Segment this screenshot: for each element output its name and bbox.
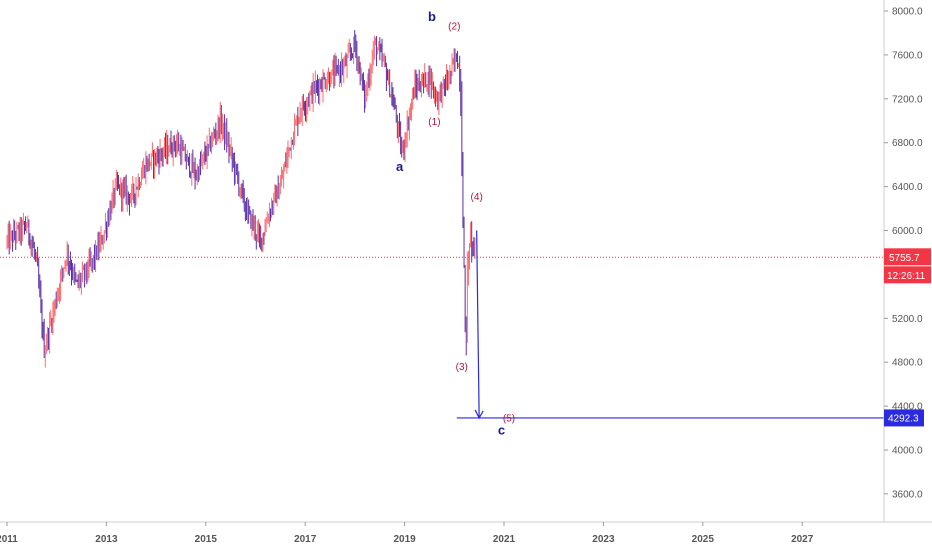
price-tick-label: 4400.0 [892, 402, 923, 413]
price-tick-label: 5200.0 [892, 314, 923, 325]
price-tick-label: 3600.0 [892, 489, 923, 500]
countdown-tag [884, 266, 931, 284]
time-tick-label: 2011 [0, 534, 18, 545]
target-price-tag [884, 409, 924, 427]
overlay-lines [0, 230, 884, 420]
time-tick-label: 2019 [393, 534, 416, 545]
price-tick-label: 6000.0 [892, 226, 923, 237]
wave-label: (4) [471, 192, 483, 203]
price-tick-label: 7200.0 [892, 94, 923, 105]
countdown-value: 12:26:11 [887, 271, 926, 282]
time-axis[interactable]: 2011 2013 2015 2017 2019 2021 2023 2025 2027 [0, 521, 932, 545]
time-tick-label: 2021 [493, 534, 516, 545]
target-price-value: 4292.3 [888, 413, 919, 424]
wave-labels: (1) (2) (3) (4) (5) a b c [396, 9, 515, 438]
wave-label: (3) [456, 362, 468, 373]
price-tick-label: 6800.0 [892, 138, 923, 149]
wave-label: (5) [503, 413, 515, 424]
price-tick-label: 4000.0 [892, 446, 923, 457]
wave-label: a [396, 159, 404, 174]
price-tags: 5755.7 12:26:11 4292.3 [884, 248, 931, 427]
time-tick-label: 2023 [592, 534, 615, 545]
time-tick-label: 2013 [95, 534, 118, 545]
wave-label: b [428, 9, 436, 24]
current-price-value: 5755.7 [889, 253, 920, 264]
time-tick-label: 2015 [195, 534, 218, 545]
time-tick-label: 2017 [294, 534, 317, 545]
price-tick-label: 8000.0 [892, 7, 923, 18]
candles-group [6, 30, 476, 368]
wave-label: (2) [448, 22, 460, 33]
price-tick-label: 6400.0 [892, 182, 923, 193]
current-price-tag [884, 248, 931, 266]
projection-arrow-head [474, 409, 484, 420]
wave-label: (1) [428, 117, 440, 128]
time-tick-label: 2025 [692, 534, 715, 545]
price-tick-label: 7600.0 [892, 50, 923, 61]
wave-label: c [498, 423, 505, 438]
price-tick-label: 4800.0 [892, 358, 923, 369]
projection-arrow[interactable] [476, 230, 480, 418]
time-tick-label: 2027 [791, 534, 814, 545]
